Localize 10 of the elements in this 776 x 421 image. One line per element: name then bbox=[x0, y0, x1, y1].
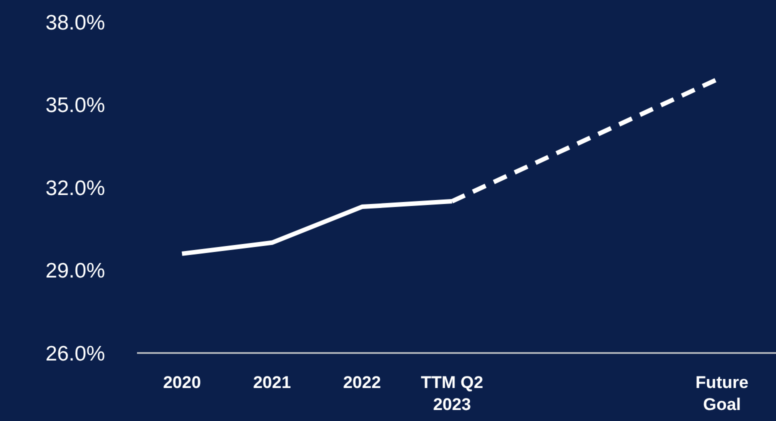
x-tick-label: 2021 bbox=[253, 373, 291, 392]
x-tick-label: 2020 bbox=[163, 373, 201, 392]
x-tick-label: Future Goal bbox=[696, 373, 748, 414]
y-tick-label: 26.0% bbox=[45, 342, 105, 366]
x-tick-label: TTM Q2 2023 bbox=[420, 373, 484, 414]
y-tick-label: 32.0% bbox=[45, 176, 105, 200]
y-tick-label: 35.0% bbox=[45, 94, 105, 118]
y-tick-label: 29.0% bbox=[45, 260, 105, 283]
x-tick-label: 2022 bbox=[343, 373, 381, 392]
y-tick-label: 38.0% bbox=[45, 11, 105, 34]
